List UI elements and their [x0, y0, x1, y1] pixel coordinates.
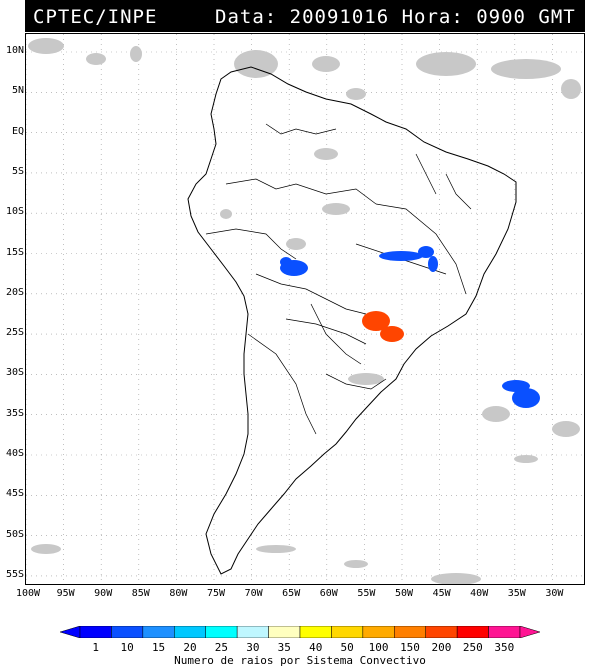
lon-label: 50W: [394, 588, 414, 599]
cluster-atlantic: [502, 380, 540, 408]
legend-swatch: [79, 626, 112, 638]
lon-label: 85W: [131, 588, 150, 599]
legend-value: 50: [340, 641, 354, 654]
legend-arrow-left: [60, 626, 81, 638]
legend-value: 200: [431, 641, 452, 654]
lon-label: 40W: [470, 588, 489, 599]
lon-label: 65W: [282, 588, 301, 599]
legend-swatch: [205, 626, 238, 638]
legend-swatch: [142, 626, 175, 638]
lat-label: 35S: [5, 407, 24, 419]
lat-label: 55S: [5, 568, 24, 580]
legend-value: 1: [92, 641, 100, 654]
lon-label: 95W: [56, 588, 75, 599]
cluster-bolivia: [280, 257, 308, 276]
lon-label: 75W: [206, 588, 226, 599]
legend-caption: Numero de raios por Sistema Convectivo: [174, 654, 426, 667]
legend-value: 250: [462, 641, 483, 654]
lat-label: 15S: [5, 246, 24, 258]
legend-swatch: [362, 626, 395, 638]
legend-value: 30: [246, 641, 260, 654]
lat-label: 10N: [5, 45, 24, 56]
lon-label: 100W: [15, 588, 41, 599]
graticule: [26, 34, 584, 584]
title-bar: CPTEC/INPE Data: 20091016 Hora: 0900 GMT: [25, 0, 585, 32]
legend-swatch: [488, 626, 521, 638]
legend-value: 100: [368, 641, 389, 654]
country-borders: [205, 123, 472, 435]
legend-swatch: [394, 626, 426, 638]
lon-label: 35W: [507, 588, 526, 599]
lat-label: 5N: [11, 85, 24, 97]
legend-swatch: [425, 626, 458, 638]
legend-swatch: [299, 626, 332, 638]
lat-label: 50S: [5, 528, 24, 540]
lat-label: 45S: [5, 488, 24, 500]
legend-swatch: [331, 626, 364, 638]
legend-value: 350: [494, 641, 515, 654]
lightning-clusters: [280, 246, 540, 408]
lon-label: 45W: [432, 588, 451, 599]
legend-swatch: [174, 626, 206, 638]
lon-label: 80W: [169, 588, 188, 599]
lat-label: 10S: [5, 206, 24, 218]
cloud-cover: [28, 38, 581, 584]
cluster-goias: [379, 246, 438, 272]
legend-swatch: [268, 626, 301, 638]
legend-arrow-right: [519, 626, 540, 638]
lat-label: 25S: [5, 327, 24, 339]
legend-value: 15: [151, 641, 166, 654]
lon-label: 70W: [244, 588, 263, 599]
legend-value: 40: [309, 641, 323, 654]
lat-label: EQ: [11, 125, 24, 137]
legend-swatch: [111, 626, 144, 638]
map-frame: [25, 33, 585, 585]
lat-label: 20S: [5, 286, 24, 298]
datetime-label: Data: 20091016 Hora: 0900 GMT: [215, 6, 576, 28]
legend-swatch: [456, 626, 489, 638]
source-label: CPTEC/INPE: [33, 6, 158, 28]
continent-outline: [187, 66, 517, 575]
cluster-paraguay: [362, 311, 404, 342]
legend-swatch: [236, 626, 269, 638]
lon-label: 30W: [545, 588, 564, 599]
color-legend: [60, 626, 540, 638]
legend-value: 35: [277, 641, 291, 654]
lat-label: 40S: [5, 448, 24, 459]
lon-label: 55W: [357, 588, 376, 599]
legend-value: 25: [214, 641, 229, 654]
legend-value: 150: [400, 641, 420, 654]
lat-label: 5S: [11, 165, 24, 177]
lon-label: 90W: [94, 588, 113, 599]
map-svg: [26, 34, 584, 584]
lon-label: 60W: [319, 588, 338, 599]
legend-value: 10: [120, 641, 134, 654]
legend-value: 20: [183, 641, 197, 654]
lat-label: 30S: [5, 367, 24, 379]
